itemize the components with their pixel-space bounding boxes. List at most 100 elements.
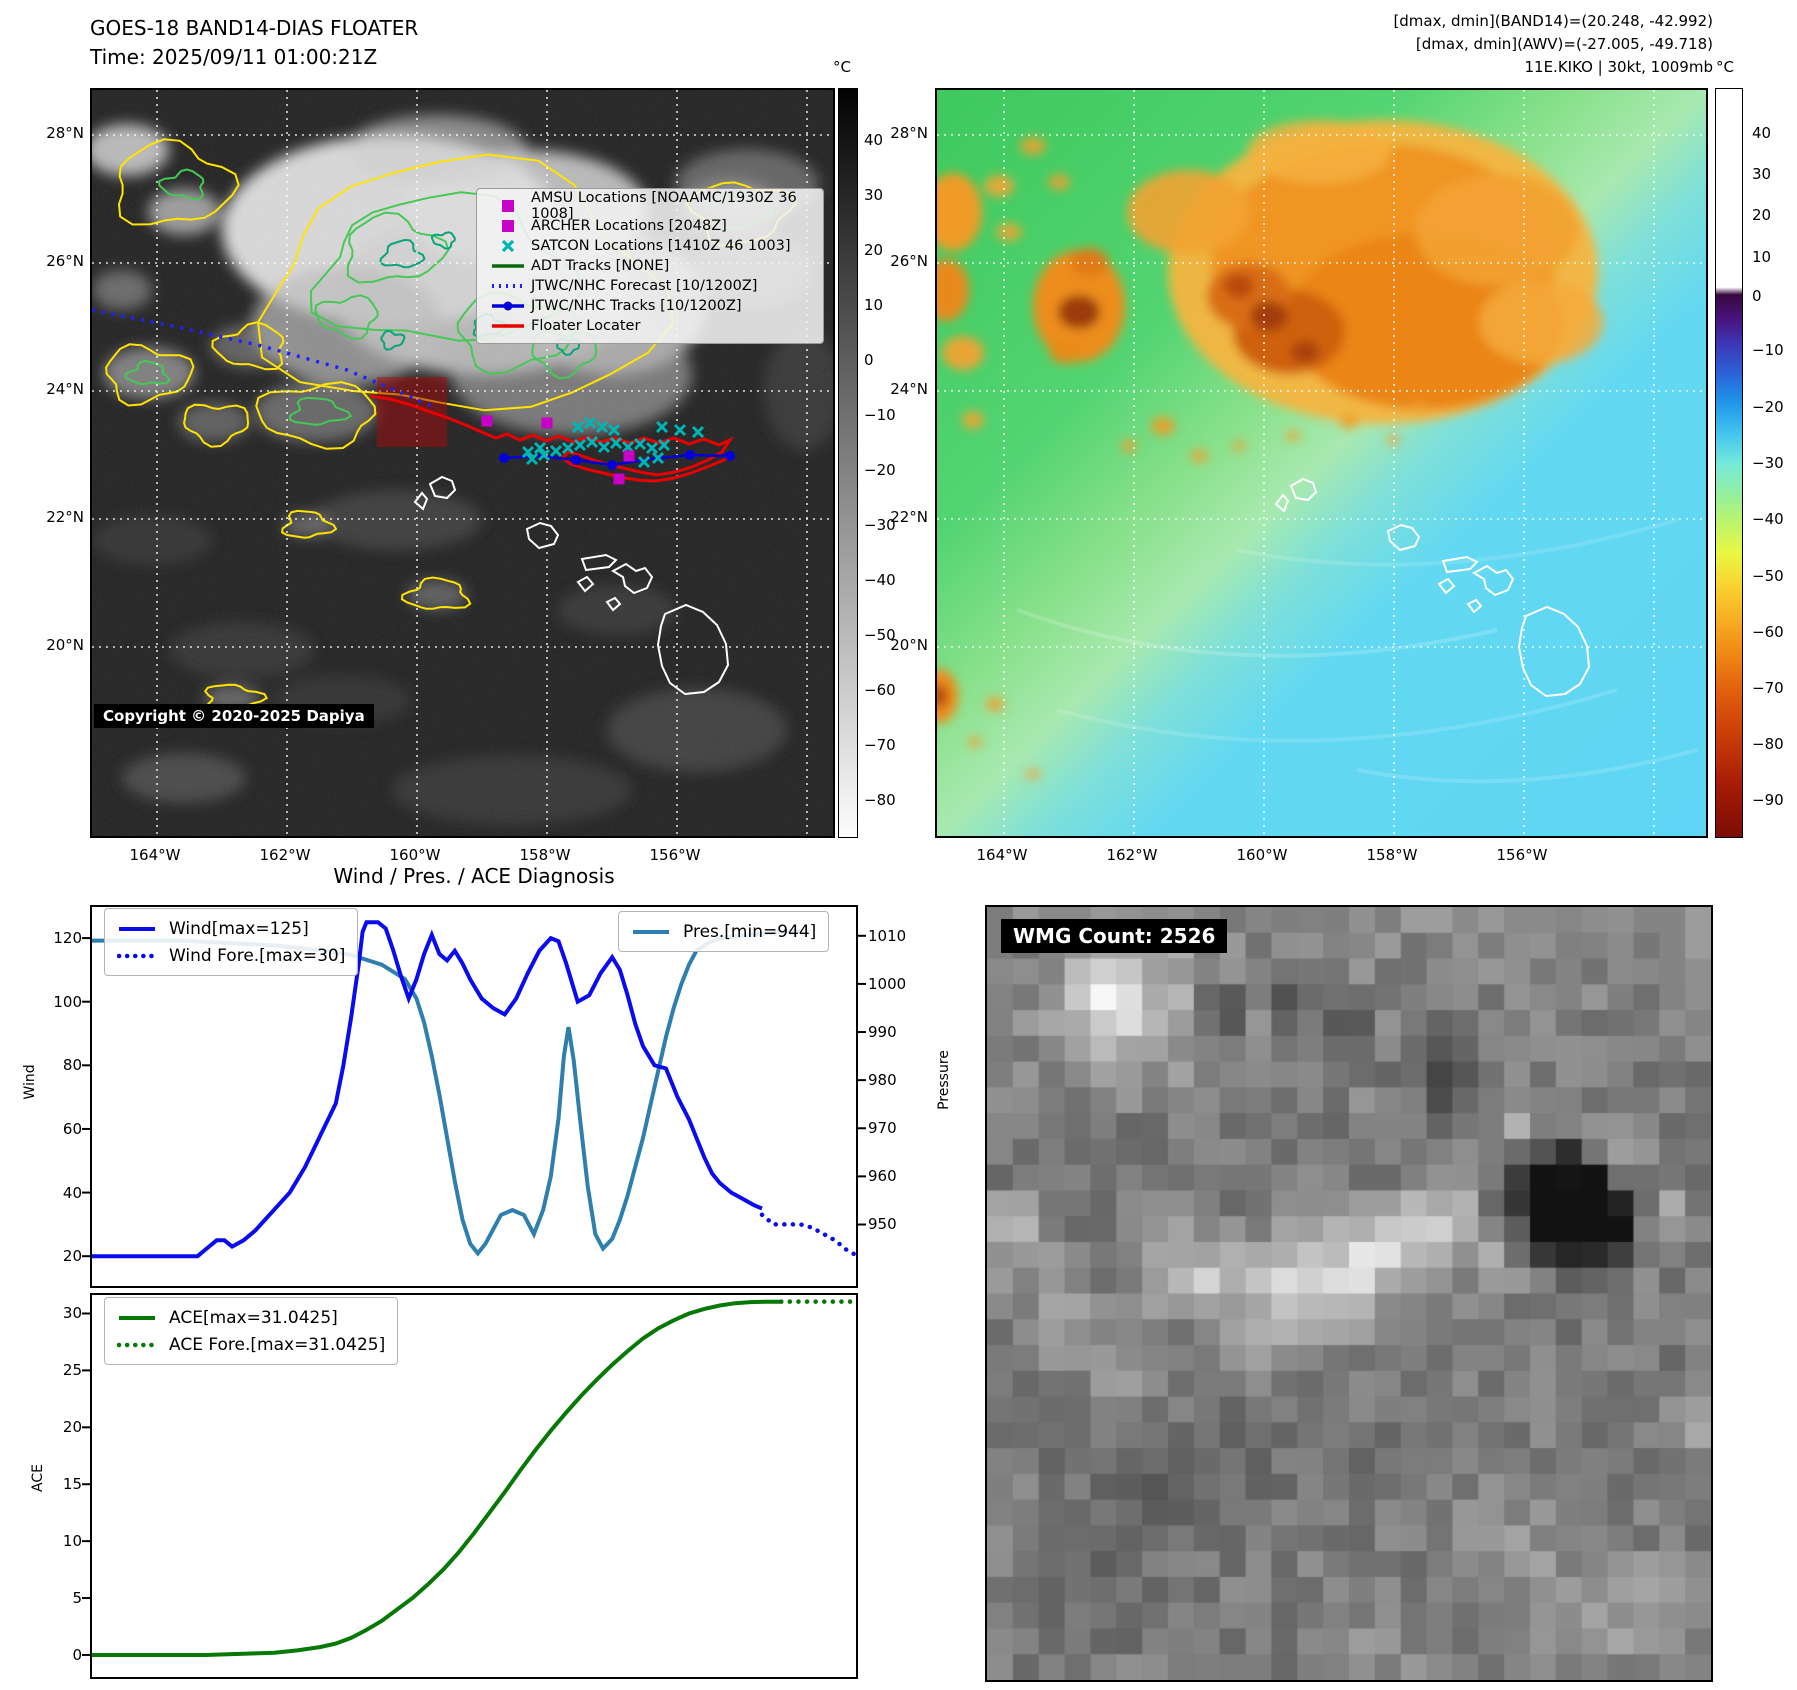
dmax-awv: [dmax, dmin](AWV)=(-27.005, -49.718)	[1415, 35, 1713, 53]
line-sample-icon	[117, 922, 157, 936]
line-marker-icon	[485, 318, 531, 334]
copyright-watermark: Copyright © 2020-2025 Dapiya	[94, 704, 374, 728]
tick-label: −80	[864, 791, 896, 809]
legend-item: Pres.[min=944]	[631, 918, 816, 945]
storm-id: 11E.KIKO | 30kt, 1009mb	[1524, 58, 1713, 76]
wmg-panel: WMG Count: 2526	[985, 905, 1713, 1682]
left-map-title: GOES-18 BAND14-DIAS FLOATER Time: 2025/0…	[90, 14, 418, 72]
square-marker-icon	[485, 198, 531, 214]
series-ACE[max=31.0425]	[90, 1299, 782, 1657]
tick-label: 158°W	[1366, 846, 1418, 864]
tick-label: 30	[864, 186, 884, 204]
legend-label: ACE[max=31.0425]	[169, 1307, 338, 1328]
tick-label: 20	[62, 1247, 82, 1266]
tick-label: 162°W	[1106, 846, 1158, 864]
tick-label: 1010	[868, 926, 907, 945]
ace-legend: ACE[max=31.0425] ACE Fore.[max=31.0425]	[104, 1297, 399, 1365]
legend-label: Wind[max=125]	[169, 918, 309, 939]
charts-title: Wind / Pres. / ACE Diagnosis	[333, 864, 615, 888]
tick-label: −20	[1752, 398, 1784, 416]
left-map-title-line2: Time: 2025/09/11 01:00:21Z	[90, 45, 378, 69]
wind-legend: Wind[max=125] Wind Fore.[max=30]	[104, 908, 359, 976]
tick-label: 30	[62, 1304, 82, 1323]
tick-label: 26°N	[890, 252, 928, 270]
linedot-marker-icon	[485, 298, 531, 314]
tick-label: −90	[1752, 791, 1784, 809]
legend-item: ACE[max=31.0425]	[117, 1304, 385, 1331]
storm-tracks-overlay	[92, 308, 735, 485]
tick-label: −10	[1752, 341, 1784, 359]
wmg-count-badge: WMG Count: 2526	[1001, 919, 1228, 953]
tick-label: 980	[868, 1071, 897, 1090]
tick-label: 40	[864, 131, 884, 149]
tick-label: 960	[868, 1167, 897, 1186]
tick-label: −30	[864, 516, 896, 534]
map-legend: AMSU Locations [NOAAMC/1930Z 36 1008] ARC…	[476, 188, 824, 344]
right-satellite-map	[935, 88, 1708, 838]
map-legend-label: ADT Tracks [NONE]	[531, 258, 670, 274]
dmax-band14: [dmax, dmin](BAND14)=(20.248, -42.992)	[1393, 12, 1713, 30]
tick-label: −80	[1752, 735, 1784, 753]
tick-label: 20	[864, 241, 884, 259]
tick-label: 15	[62, 1475, 82, 1494]
wind-pres-ace-chart	[82, 905, 866, 1679]
legend-item: Wind Fore.[max=30]	[117, 942, 345, 969]
tick-label: −50	[864, 626, 896, 644]
tick-label: 164°W	[129, 846, 181, 864]
tick-label: 950	[868, 1215, 897, 1234]
tick-label: −70	[1752, 679, 1784, 697]
tick-label: 160°W	[1236, 846, 1288, 864]
hawaii-coastline	[1274, 477, 1591, 698]
tick-label: −40	[1752, 510, 1784, 528]
pressure-legend: Pres.[min=944]	[618, 911, 830, 952]
tick-label: 25	[62, 1361, 82, 1380]
wmg-image	[987, 907, 1711, 1680]
tick-label: 20	[62, 1418, 82, 1437]
tick-label: 22°N	[46, 508, 84, 526]
map-legend-item: AMSU Locations [NOAAMC/1930Z 36 1008]	[485, 190, 815, 222]
map-legend-label: Floater Locater	[531, 318, 641, 334]
map-legend-item: ARCHER Locations [2048Z]	[485, 216, 815, 236]
tick-label: 10	[62, 1532, 82, 1551]
right-colorbar	[1715, 88, 1743, 838]
line-sample-icon	[117, 1311, 157, 1325]
tick-label: 80	[62, 1056, 82, 1075]
tick-label: 24°N	[890, 380, 928, 398]
left-satellite-map: AMSU Locations [NOAAMC/1930Z 36 1008] ARC…	[90, 88, 835, 838]
map-legend-label: ARCHER Locations [2048Z]	[531, 218, 727, 234]
tick-label: 20°N	[46, 636, 84, 654]
tick-label: 40	[62, 1183, 82, 1202]
map-legend-item: Floater Locater	[485, 316, 815, 336]
left-map-title-line1: GOES-18 BAND14-DIAS FLOATER	[90, 16, 419, 40]
tick-label: 5	[72, 1589, 82, 1608]
tick-label: −50	[1752, 567, 1784, 585]
right-map-info: [dmax, dmin](BAND14)=(20.248, -42.992) […	[1393, 10, 1713, 79]
line-marker-icon	[485, 258, 531, 274]
legend-label: Wind Fore.[max=30]	[169, 945, 346, 966]
left-colorbar	[838, 88, 858, 838]
tick-label: 22°N	[890, 508, 928, 526]
tick-label: −30	[1752, 454, 1784, 472]
left-colorbar-unit: °C	[833, 58, 851, 76]
tick-label: 1000	[868, 974, 907, 993]
tick-label: 120	[53, 929, 82, 948]
tick-label: 20°N	[890, 636, 928, 654]
map-legend-item: JTWC/NHC Forecast [10/1200Z]	[485, 276, 815, 296]
map-legend-label: JTWC/NHC Tracks [10/1200Z]	[531, 298, 742, 314]
tick-label: −20	[864, 461, 896, 479]
map-legend-item: ADT Tracks [NONE]	[485, 256, 815, 276]
tick-label: 970	[868, 1119, 897, 1138]
tick-label: 30	[1752, 165, 1772, 183]
tick-label: 10	[1752, 248, 1772, 266]
wind-axis-label: Wind	[22, 1064, 38, 1100]
map-legend-label: JTWC/NHC Forecast [10/1200Z]	[531, 278, 758, 294]
tick-label: 26°N	[46, 252, 84, 270]
tick-label: 156°W	[649, 846, 701, 864]
tick-label: 160°W	[389, 846, 441, 864]
right-map-image	[937, 90, 1706, 836]
tick-label: 40	[1752, 124, 1772, 142]
tick-label: 28°N	[890, 124, 928, 142]
tick-label: 20	[1752, 206, 1772, 224]
pressure-axis-label: Pressure	[936, 1050, 952, 1110]
